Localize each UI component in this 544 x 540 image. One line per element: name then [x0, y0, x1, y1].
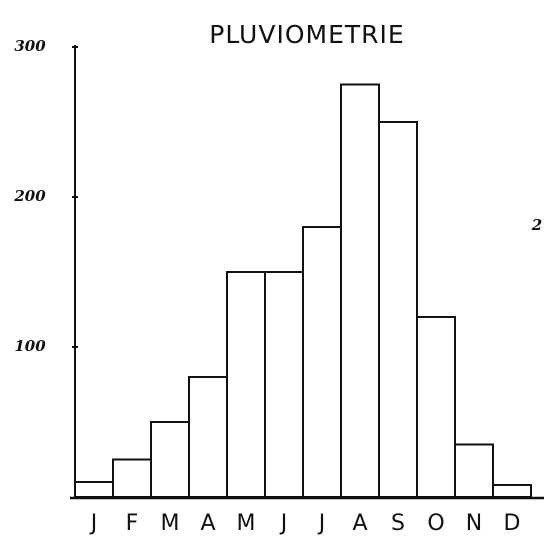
- x-tick-label: A: [200, 511, 215, 536]
- x-tick-label: N: [466, 511, 482, 536]
- bar: [302, 226, 342, 498]
- bar: [492, 484, 532, 498]
- bar: [112, 458, 152, 498]
- y-tick-label: 200: [13, 187, 46, 205]
- bar: [416, 316, 456, 498]
- x-tick-label: J: [317, 511, 326, 536]
- bar: [264, 271, 304, 498]
- y-tick-label: 300: [14, 37, 46, 55]
- annotation: 2: [531, 216, 542, 234]
- y-tick-label: 100: [14, 337, 46, 355]
- chart-title: PLUVIOMETRIE: [209, 20, 404, 49]
- bar: [378, 121, 418, 498]
- bar: [340, 83, 380, 498]
- bar: [150, 421, 190, 498]
- bar: [74, 481, 114, 498]
- x-tick-label: M: [161, 511, 180, 536]
- x-tick-label: F: [126, 511, 139, 536]
- x-tick-label: M: [237, 511, 256, 536]
- x-tick-label: A: [352, 511, 367, 536]
- bar: [226, 271, 266, 498]
- bar: [454, 443, 494, 498]
- x-tick-label: J: [89, 511, 98, 536]
- x-tick-label: D: [504, 511, 521, 536]
- x-tick-label: O: [427, 511, 444, 536]
- bar: [188, 376, 228, 498]
- x-tick-label: S: [391, 511, 405, 536]
- x-tick-label: J: [279, 511, 288, 536]
